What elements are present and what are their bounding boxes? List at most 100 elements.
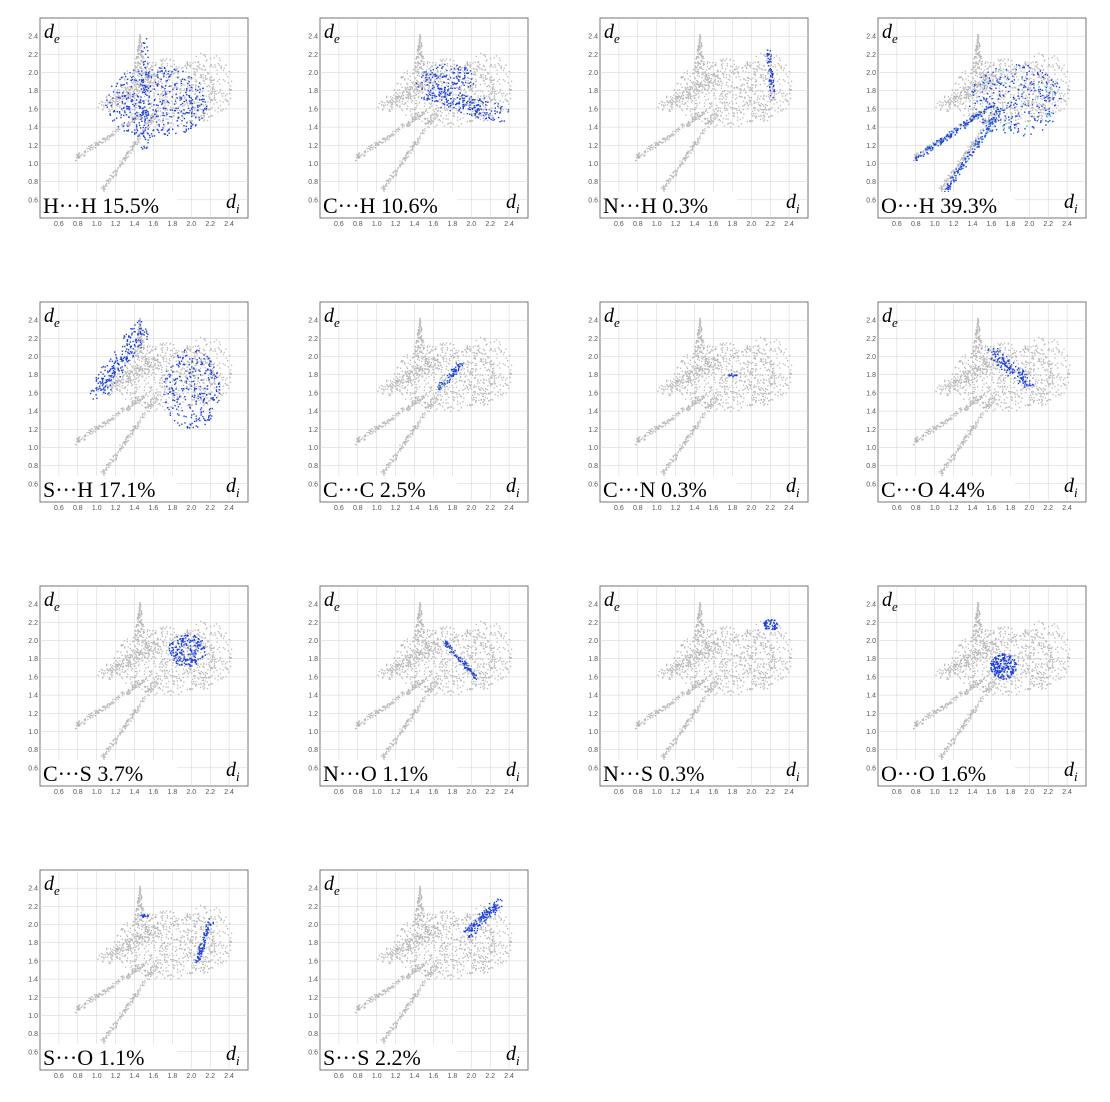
background-point bbox=[130, 94, 132, 96]
background-point bbox=[428, 87, 430, 90]
highlight-point bbox=[141, 114, 144, 116]
highlight-point bbox=[440, 99, 443, 101]
background-point bbox=[719, 59, 722, 61]
background-point bbox=[408, 88, 410, 91]
background-point bbox=[650, 144, 652, 146]
highlight-point bbox=[149, 136, 151, 139]
background-point bbox=[403, 103, 405, 105]
highlight-point bbox=[179, 97, 181, 99]
highlight-point bbox=[426, 99, 429, 101]
highlight-point bbox=[177, 70, 180, 73]
background-point bbox=[111, 102, 114, 104]
background-point bbox=[148, 81, 150, 83]
background-point bbox=[423, 80, 425, 82]
background-point bbox=[697, 71, 700, 73]
background-point bbox=[681, 103, 683, 105]
background-point bbox=[504, 80, 506, 82]
background-point bbox=[392, 130, 394, 133]
background-point bbox=[114, 102, 117, 104]
highlight-point bbox=[457, 78, 460, 81]
highlight-point bbox=[150, 75, 152, 78]
background-point bbox=[675, 92, 677, 94]
background-point bbox=[484, 55, 487, 58]
background-point bbox=[470, 88, 473, 90]
background-point bbox=[698, 142, 700, 144]
background-point bbox=[780, 66, 782, 69]
background-point bbox=[413, 143, 415, 146]
background-point bbox=[434, 64, 437, 66]
highlight-point bbox=[449, 77, 452, 79]
background-point bbox=[474, 72, 476, 74]
background-point bbox=[205, 109, 208, 111]
background-point bbox=[167, 90, 169, 93]
x-tick-label: 2.2 bbox=[765, 221, 775, 228]
background-point bbox=[697, 70, 699, 73]
background-point bbox=[696, 79, 698, 82]
background-point bbox=[174, 87, 176, 89]
background-point bbox=[156, 75, 159, 78]
background-point bbox=[479, 67, 481, 70]
background-point bbox=[414, 62, 417, 64]
background-point bbox=[429, 121, 431, 123]
background-point bbox=[406, 91, 409, 93]
background-point bbox=[751, 110, 754, 112]
background-point bbox=[739, 79, 741, 81]
background-point bbox=[671, 134, 673, 136]
highlight-point bbox=[178, 116, 180, 118]
background-point bbox=[207, 116, 210, 118]
background-point bbox=[130, 98, 132, 100]
background-point bbox=[703, 95, 706, 98]
background-point bbox=[213, 98, 215, 100]
background-point bbox=[126, 96, 129, 99]
highlight-point bbox=[106, 106, 109, 108]
highlight-point bbox=[157, 71, 159, 74]
background-point bbox=[435, 107, 437, 110]
background-point bbox=[439, 77, 441, 80]
background-point bbox=[418, 39, 421, 42]
background-point bbox=[738, 75, 740, 78]
highlight-point bbox=[451, 81, 453, 84]
background-point bbox=[475, 90, 477, 93]
background-point bbox=[78, 156, 80, 158]
background-point bbox=[157, 74, 159, 77]
highlight-point bbox=[470, 73, 473, 75]
background-point bbox=[509, 97, 512, 100]
background-point bbox=[423, 87, 425, 89]
background-point bbox=[670, 98, 673, 100]
highlight-point bbox=[445, 91, 447, 94]
background-point bbox=[222, 69, 225, 72]
background-point bbox=[697, 48, 699, 50]
highlight-point bbox=[203, 108, 206, 110]
background-point bbox=[212, 66, 214, 68]
background-point bbox=[724, 109, 726, 112]
background-point bbox=[699, 83, 701, 85]
background-point bbox=[449, 79, 451, 81]
background-point bbox=[691, 86, 694, 88]
background-point bbox=[132, 141, 134, 143]
highlight-point bbox=[121, 95, 124, 97]
background-point bbox=[784, 80, 786, 82]
background-point bbox=[762, 77, 764, 79]
highlight-point bbox=[196, 104, 199, 107]
background-point bbox=[711, 105, 713, 107]
background-point bbox=[411, 81, 413, 84]
background-point bbox=[419, 116, 421, 118]
background-point bbox=[704, 110, 707, 113]
background-point bbox=[148, 107, 151, 109]
x-tick-label: 0.6 bbox=[614, 221, 624, 228]
background-point bbox=[763, 65, 766, 68]
background-point bbox=[765, 109, 768, 111]
highlight-point bbox=[462, 107, 464, 110]
background-point bbox=[382, 104, 385, 106]
background-point bbox=[421, 61, 423, 63]
background-point bbox=[643, 154, 645, 157]
background-point bbox=[685, 102, 687, 104]
highlight-point bbox=[425, 74, 428, 76]
background-point bbox=[134, 119, 136, 121]
background-point bbox=[121, 86, 123, 89]
background-point bbox=[668, 182, 670, 185]
background-point bbox=[497, 111, 499, 113]
background-point bbox=[500, 109, 502, 112]
background-point bbox=[176, 71, 179, 73]
background-point bbox=[694, 69, 696, 71]
